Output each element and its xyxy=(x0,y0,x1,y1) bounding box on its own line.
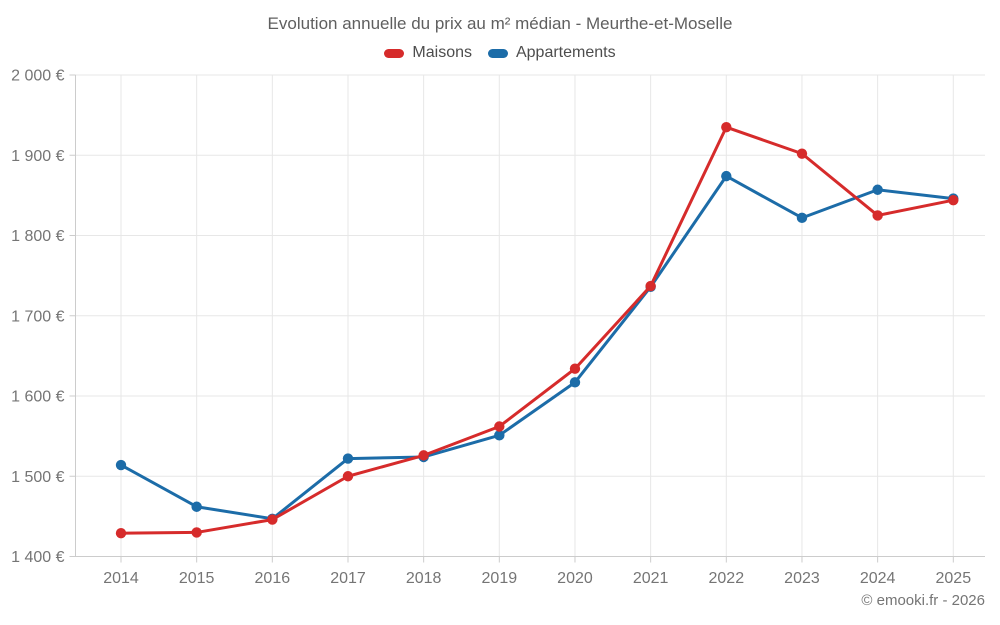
data-point-appartements-2022[interactable] xyxy=(721,170,732,182)
data-point-maisons-2019[interactable] xyxy=(494,421,505,432)
x-tick-label: 2019 xyxy=(482,570,518,587)
x-tick-label: 2021 xyxy=(633,570,669,587)
data-point-maisons-2021[interactable] xyxy=(645,280,656,292)
data-point-maisons-2020[interactable] xyxy=(569,363,581,374)
data-point-maisons-2016[interactable] xyxy=(267,514,278,525)
data-point-appartements-2019[interactable] xyxy=(494,430,505,441)
y-tick-label: 1 600 € xyxy=(11,389,64,406)
y-tick-label: 1 700 € xyxy=(11,308,64,325)
data-point-maisons-2025[interactable] xyxy=(948,194,959,206)
x-tick-label: 2023 xyxy=(784,570,820,587)
data-point-maisons-2022[interactable] xyxy=(721,121,732,133)
data-point-maisons-2014[interactable] xyxy=(115,528,127,539)
y-tick-label: 2 000 € xyxy=(11,68,64,85)
series-appartements xyxy=(115,170,959,524)
x-tick-label: 2024 xyxy=(860,570,896,587)
y-tick-label: 1 400 € xyxy=(11,549,64,566)
x-tick-label: 2017 xyxy=(330,570,366,587)
x-tick-label: 2022 xyxy=(709,570,745,587)
data-point-appartements-2020[interactable] xyxy=(569,377,581,388)
legend-item-maisons[interactable]: Maisons xyxy=(384,44,472,62)
data-point-appartements-2017[interactable] xyxy=(342,453,354,464)
y-axis-labels: 1 400 € 1 500 € 1 600 € 1 700 € 1 800 € 1 900… xyxy=(11,68,64,567)
chart-legend: Maisons Appartements xyxy=(0,44,1000,62)
chart-title: Evolution annuelle du prix au m² médian … xyxy=(267,14,733,33)
x-tick-label: 2014 xyxy=(103,570,139,587)
data-point-appartements-2014[interactable] xyxy=(115,459,127,471)
data-point-maisons-2017[interactable] xyxy=(342,471,354,482)
x-tick-label: 2025 xyxy=(936,570,972,587)
legend-swatch-maisons-icon xyxy=(384,48,405,58)
data-point-appartements-2015[interactable] xyxy=(191,501,202,512)
data-point-maisons-2024[interactable] xyxy=(872,210,883,221)
data-point-maisons-2018[interactable] xyxy=(418,450,429,461)
data-point-maisons-2015[interactable] xyxy=(191,527,202,538)
data-point-appartements-2024[interactable] xyxy=(872,184,883,195)
copyright-footer: © emooki.fr - 2026 xyxy=(861,592,985,609)
series-line-maisons xyxy=(119,125,955,535)
x-axis-labels: 2014 2015 2016 2017 2018 2019 2020 2021 2022 2023… xyxy=(103,570,971,587)
legend-label-appartements: Appartements xyxy=(515,44,616,61)
series-maisons xyxy=(115,121,959,539)
axes xyxy=(69,74,985,563)
legend-item-appartements[interactable]: Appartements xyxy=(487,44,616,62)
data-point-maisons-2023[interactable] xyxy=(796,148,808,159)
x-tick-label: 2015 xyxy=(179,570,215,587)
legend-swatch-appartements-icon xyxy=(487,48,508,58)
y-tick-label: 1 800 € xyxy=(11,228,64,245)
y-tick-label: 1 500 € xyxy=(11,469,64,486)
gridlines xyxy=(75,74,985,557)
x-tick-label: 2020 xyxy=(557,570,593,587)
x-tick-label: 2016 xyxy=(255,570,291,587)
y-tick-label: 1 900 € xyxy=(11,148,64,165)
data-point-appartements-2023[interactable] xyxy=(796,212,808,224)
legend-label-maisons: Maisons xyxy=(412,44,472,61)
x-tick-label: 2018 xyxy=(406,570,442,587)
series-line-appartements xyxy=(119,174,955,521)
